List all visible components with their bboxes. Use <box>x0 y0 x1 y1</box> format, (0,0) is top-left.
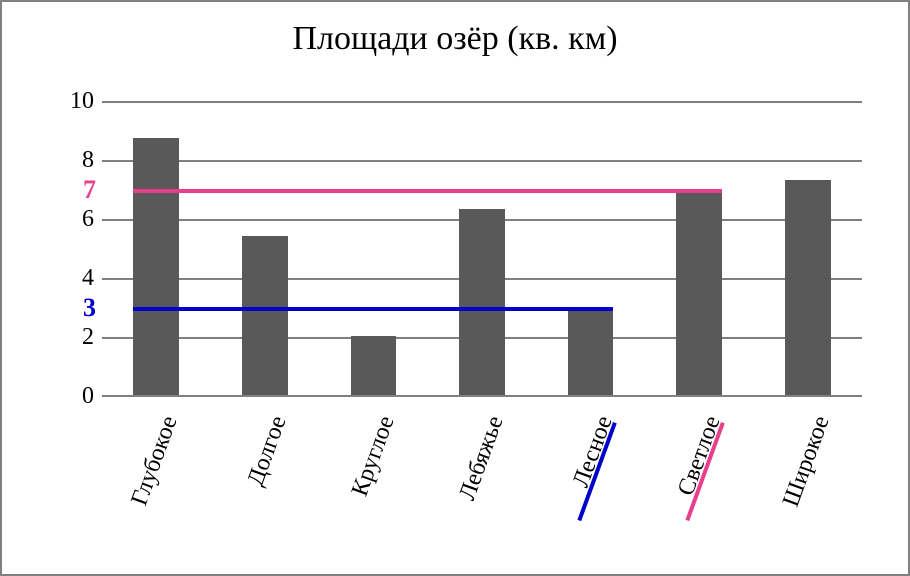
x-tick-label: Широкое <box>759 413 836 563</box>
y-tick-label: 2 <box>54 324 94 351</box>
x-tick-label: Лесное <box>542 413 619 563</box>
bar <box>676 189 722 396</box>
annotation-label: 3 <box>56 293 96 323</box>
chart-container: Площади озёр (кв. км) 024681073 Глубокое… <box>0 0 910 576</box>
x-tick-label: Глубокое <box>107 413 184 563</box>
y-tick-label: 6 <box>54 206 94 233</box>
y-tick-label: 0 <box>54 383 94 410</box>
x-axis: ГлубокоеДолгоеКруглоеЛебяжьеЛесноеСветло… <box>102 397 862 557</box>
x-tick-label: Долгое <box>216 413 293 563</box>
bar <box>242 236 288 395</box>
bar <box>568 307 614 396</box>
chart-title: Площади озёр (кв. км) <box>2 20 908 58</box>
gridline <box>102 101 862 103</box>
y-tick-label: 8 <box>54 147 94 174</box>
y-tick-label: 4 <box>54 265 94 292</box>
bar <box>459 209 505 395</box>
annotation-label: 7 <box>56 175 96 205</box>
gridline <box>102 160 862 162</box>
bar <box>133 138 179 395</box>
bar <box>785 180 831 395</box>
bar <box>351 336 397 395</box>
x-tick-label: Круглое <box>324 413 401 563</box>
annotation-line <box>133 189 721 193</box>
annotation-line <box>133 307 613 311</box>
y-tick-label: 10 <box>54 88 94 115</box>
x-tick-label: Лебяжье <box>433 413 510 563</box>
plot-area: 024681073 <box>102 102 862 397</box>
